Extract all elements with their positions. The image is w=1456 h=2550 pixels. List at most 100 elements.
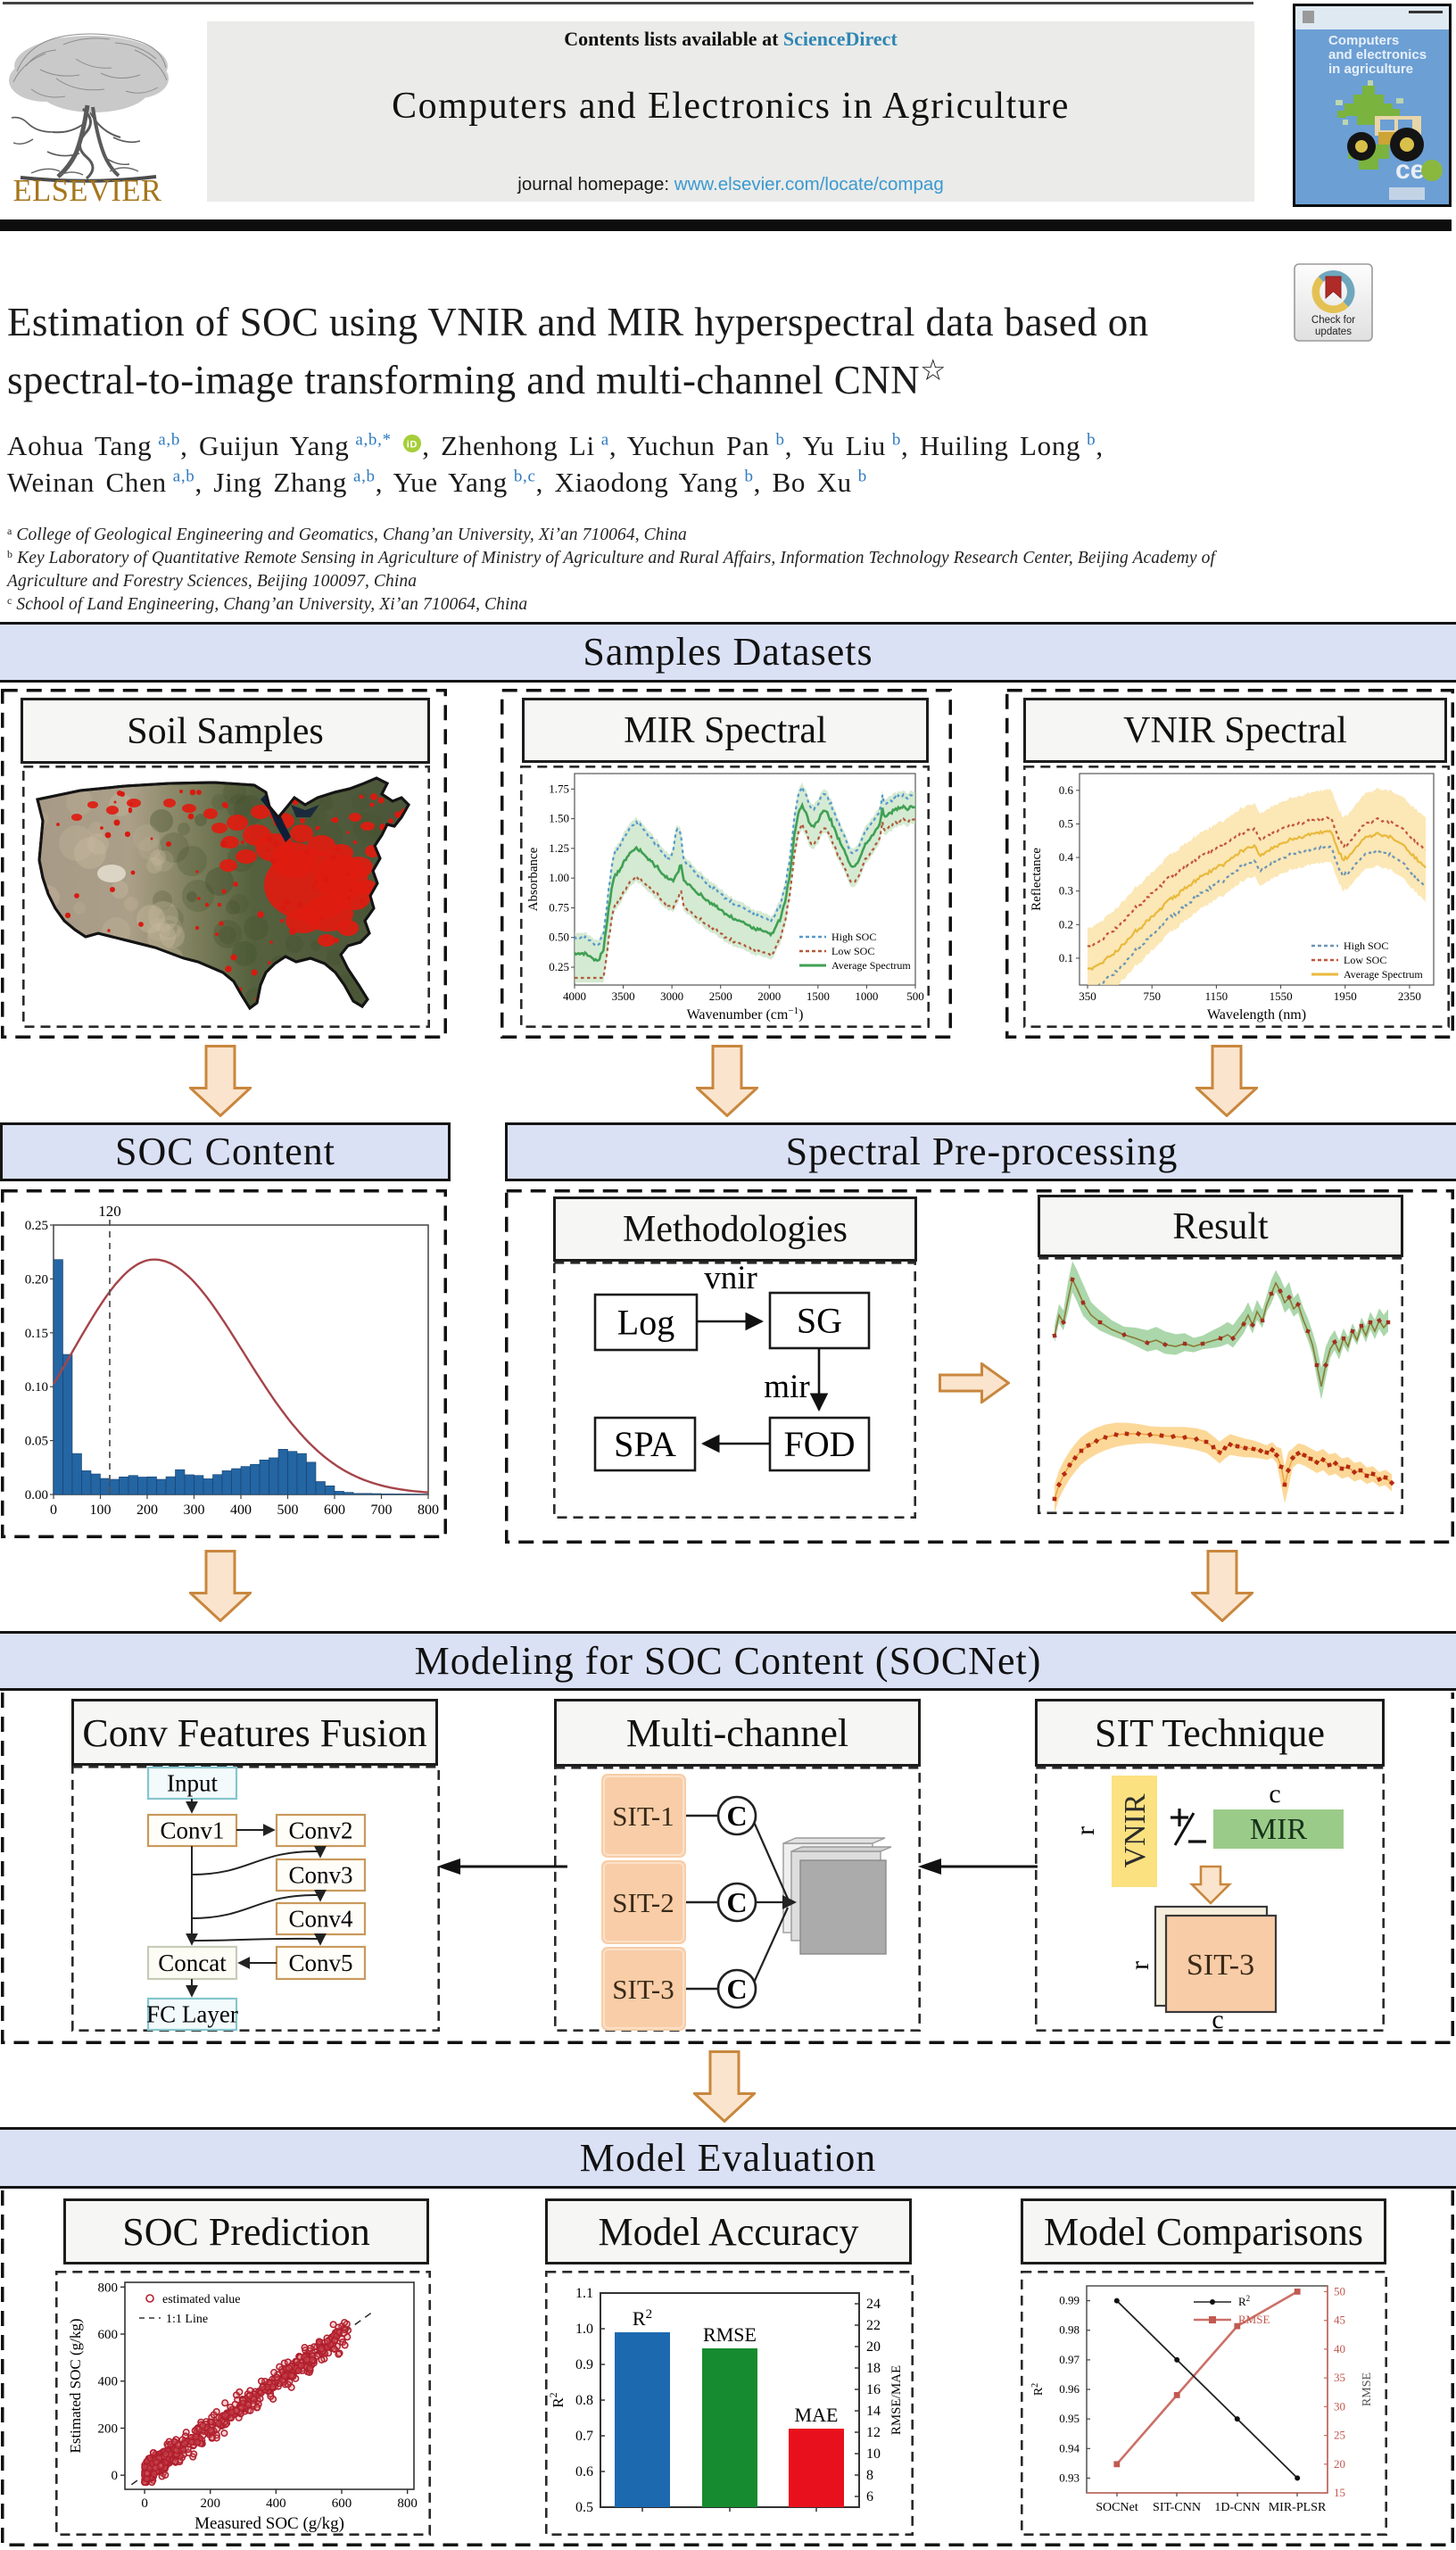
- svg-text:Check for: Check for: [1311, 315, 1355, 326]
- svg-text:0.96: 0.96: [1059, 2382, 1080, 2396]
- svg-text:24: 24: [866, 2297, 881, 2312]
- svg-text:SPA: SPA: [614, 1424, 676, 1464]
- svg-text:1.1: 1.1: [575, 2286, 593, 2301]
- svg-text:High SOC: High SOC: [831, 931, 876, 943]
- svg-text:R2: R2: [1030, 2383, 1046, 2396]
- svg-text:12: 12: [866, 2425, 881, 2440]
- svg-text:200: 200: [200, 2496, 220, 2511]
- svg-text:0.9: 0.9: [575, 2357, 593, 2372]
- svg-text:Wavenumber (cm−1): Wavenumber (cm−1): [687, 1006, 804, 1022]
- svg-text:40: 40: [1334, 2342, 1345, 2355]
- svg-text:RMSE: RMSE: [1238, 2313, 1270, 2326]
- svg-text:Input: Input: [167, 1770, 218, 1797]
- svg-text:0.99: 0.99: [1059, 2294, 1080, 2307]
- svg-text:45: 45: [1334, 2314, 1345, 2327]
- svg-text:0.5: 0.5: [1059, 816, 1073, 830]
- svg-text:1.0: 1.0: [575, 2322, 593, 2337]
- svg-text:RMSE/MAE: RMSE/MAE: [889, 2365, 904, 2435]
- svg-text:Wavelength (nm): Wavelength (nm): [1207, 1007, 1306, 1022]
- svg-text:30: 30: [1334, 2399, 1345, 2413]
- svg-text:0.15: 0.15: [25, 1327, 48, 1341]
- svg-text:600: 600: [98, 2328, 119, 2342]
- svg-text:200: 200: [136, 1503, 158, 1518]
- svg-text:35: 35: [1334, 2371, 1345, 2384]
- svg-text:1000: 1000: [855, 989, 878, 1003]
- svg-text:1950: 1950: [1334, 989, 1357, 1003]
- svg-text:6: 6: [866, 2489, 873, 2504]
- svg-text:Reflectance: Reflectance: [1030, 848, 1044, 911]
- svg-text:0.97: 0.97: [1059, 2353, 1080, 2366]
- svg-text:0.93: 0.93: [1059, 2471, 1080, 2484]
- svg-text:2500: 2500: [709, 989, 732, 1003]
- svg-text:18: 18: [866, 2361, 881, 2376]
- svg-text:8: 8: [866, 2468, 873, 2483]
- svg-text:Computers: Computers: [1328, 33, 1399, 48]
- svg-text:Conv3: Conv3: [288, 1862, 352, 1889]
- svg-text:2350: 2350: [1398, 989, 1421, 1003]
- svg-text:SOCNet: SOCNet: [1096, 2501, 1138, 2514]
- svg-text:1.00: 1.00: [549, 871, 569, 884]
- svg-text:500: 500: [277, 1503, 299, 1518]
- svg-text:0.1: 0.1: [1059, 951, 1073, 965]
- svg-text:0.94: 0.94: [1059, 2441, 1080, 2455]
- svg-text:mir: mir: [764, 1369, 809, 1405]
- svg-text:R2: R2: [549, 2392, 567, 2407]
- svg-text:c: c: [1269, 1779, 1280, 1809]
- svg-text:1.75: 1.75: [549, 782, 569, 795]
- svg-text:10: 10: [866, 2447, 881, 2462]
- svg-text:200: 200: [98, 2422, 119, 2436]
- svg-text:RMSE: RMSE: [703, 2323, 757, 2346]
- svg-text:0.25: 0.25: [25, 1219, 48, 1233]
- svg-text:0.8: 0.8: [575, 2393, 593, 2408]
- svg-text:4000: 4000: [563, 989, 586, 1003]
- svg-text:SIT-3: SIT-3: [612, 1974, 674, 2005]
- svg-text:50: 50: [1334, 2284, 1345, 2297]
- svg-text:20: 20: [866, 2339, 881, 2355]
- svg-text:Measured SOC (g/kg): Measured SOC (g/kg): [194, 2514, 344, 2532]
- svg-text:0.20: 0.20: [25, 1272, 48, 1287]
- svg-text:Conv2: Conv2: [288, 1817, 352, 1844]
- svg-text:Absorbance: Absorbance: [526, 847, 541, 911]
- svg-text:Average Spectrum: Average Spectrum: [831, 959, 911, 972]
- svg-text:600: 600: [332, 2496, 352, 2511]
- svg-text:3500: 3500: [612, 989, 635, 1003]
- svg-text:500: 500: [906, 989, 924, 1003]
- svg-text:Average Spectrum: Average Spectrum: [1344, 968, 1423, 981]
- svg-text:MAE: MAE: [795, 2404, 839, 2426]
- svg-text:SIT-3: SIT-3: [1187, 1949, 1254, 1982]
- svg-text:700: 700: [371, 1503, 393, 1518]
- svg-text:0: 0: [112, 2469, 119, 2483]
- svg-text:800: 800: [98, 2281, 119, 2295]
- svg-text:0.00: 0.00: [25, 1488, 48, 1503]
- svg-text:0.50: 0.50: [549, 931, 569, 944]
- svg-text:Low SOC: Low SOC: [831, 945, 874, 957]
- svg-text:0.3: 0.3: [1059, 884, 1073, 898]
- svg-text:350: 350: [1079, 989, 1096, 1003]
- svg-text:22: 22: [866, 2318, 881, 2333]
- svg-text:750: 750: [1143, 989, 1161, 1003]
- svg-text:Estimated SOC (g/kg): Estimated SOC (g/kg): [67, 2318, 84, 2453]
- svg-text:in agriculture: in agriculture: [1328, 62, 1413, 77]
- svg-text:SIT-CNN: SIT-CNN: [1153, 2501, 1201, 2514]
- svg-text:C: C: [726, 1973, 747, 2005]
- svg-text:1150: 1150: [1205, 989, 1228, 1003]
- svg-text:0.95: 0.95: [1059, 2412, 1080, 2425]
- svg-text:C: C: [726, 1800, 747, 1832]
- svg-text:c: c: [1212, 2005, 1223, 2032]
- svg-text:0.6: 0.6: [1059, 783, 1074, 797]
- svg-text:SG: SG: [797, 1301, 842, 1341]
- svg-text:800: 800: [418, 1503, 439, 1518]
- svg-text:0: 0: [50, 1503, 57, 1518]
- svg-text:Low SOC: Low SOC: [1344, 954, 1386, 966]
- svg-text:C: C: [726, 1886, 747, 1918]
- svg-text:0.4: 0.4: [1059, 850, 1074, 864]
- svg-text:Concat: Concat: [158, 1950, 227, 1976]
- svg-text:16: 16: [866, 2382, 881, 2397]
- svg-text:vnir: vnir: [704, 1262, 757, 1296]
- svg-text:0: 0: [141, 2496, 148, 2511]
- svg-text:VNIR: VNIR: [1119, 1793, 1152, 1867]
- svg-text:0.75: 0.75: [549, 900, 569, 914]
- svg-text:2000: 2000: [757, 989, 781, 1003]
- svg-text:1550: 1550: [1270, 989, 1293, 1003]
- svg-text:800: 800: [397, 2496, 418, 2511]
